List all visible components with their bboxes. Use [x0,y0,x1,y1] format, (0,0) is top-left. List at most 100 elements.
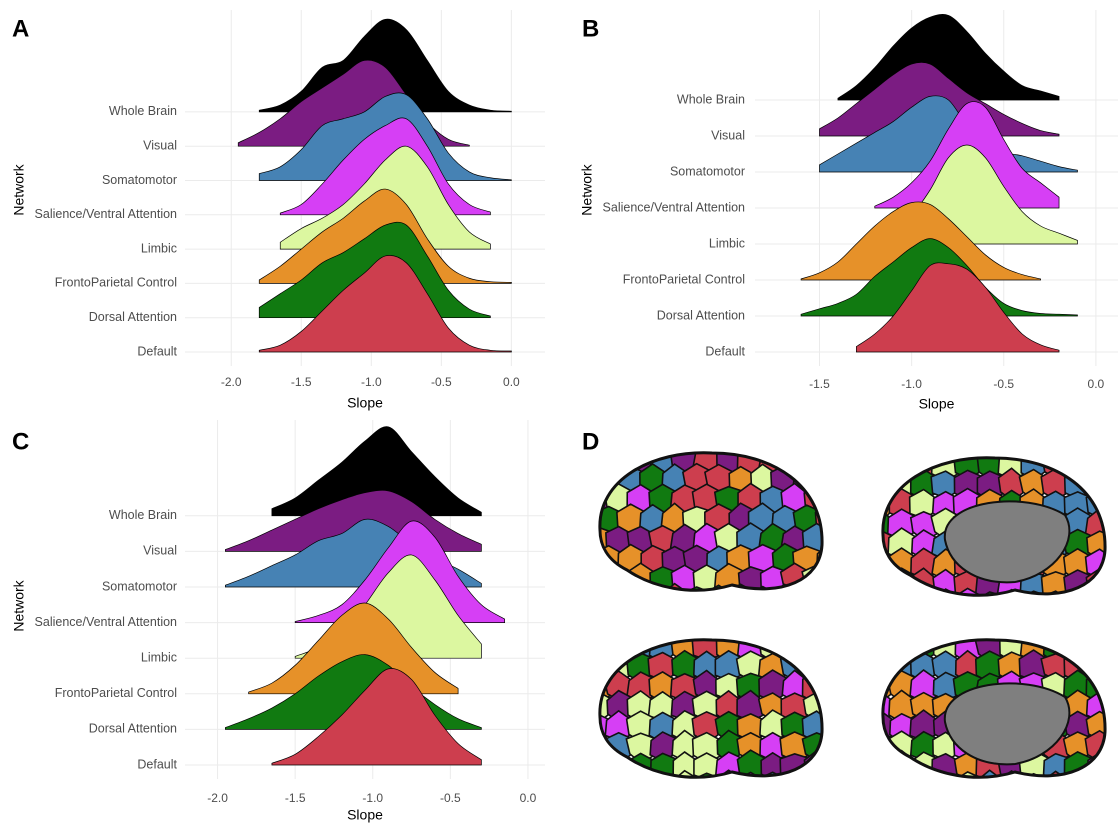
brain-parcel [866,731,895,763]
brain-parcel [595,584,622,614]
brain-parcel [1087,612,1114,642]
y-tick-label: Whole Brain [109,104,177,118]
brain-parcel [617,586,646,617]
brain-parcel [865,468,894,498]
y-axis-title: Network [11,163,27,215]
brain-parcel [782,613,808,641]
brain-parcel [1021,432,1047,461]
x-tick-label: -2.0 [207,791,228,805]
brain-parcel [804,611,829,643]
brain-parcel [583,633,612,663]
brain-parcel [866,450,894,481]
brain-parcel [804,651,831,680]
brain-parcel [1086,432,1114,459]
brain-parcel [649,774,677,803]
brain-parcel [583,563,611,596]
x-tick-label: -2.0 [221,375,242,389]
brain-parcel [868,773,895,804]
brain-parcel [607,614,632,643]
brain-parcel [649,613,676,643]
brain-parcel [573,506,599,534]
y-tick-label: FrontoParietal Control [623,272,745,286]
brain-parcel [933,613,960,642]
y-tick-label: Salience/Ventral Attention [603,200,746,214]
panel-label: B [582,15,599,42]
brain-parcel [1088,774,1114,802]
brain-parcel [1088,632,1112,664]
brain-parcel [771,424,799,456]
brain-parcel [1088,450,1113,479]
y-tick-label: Default [137,344,177,358]
y-tick-label: Visual [143,544,177,558]
brain-parcel [607,771,632,804]
y-tick-label: Somatomotor [102,173,177,187]
brain-parcel [910,432,938,461]
brain-parcel [888,634,917,662]
y-tick-label: Salience/Ventral Attention [35,615,178,629]
brain-parcel [574,466,601,496]
brain-parcel [780,754,809,782]
brain-parcel [1064,631,1093,661]
y-tick-label: Default [705,344,745,358]
brain-parcel [781,774,807,803]
brain-parcel [727,423,754,454]
x-tick-label: 0.0 [1088,377,1105,391]
brain-parcel [584,773,609,803]
x-tick-label: -0.5 [993,377,1014,391]
brain-parcel [954,610,980,641]
x-tick-label: 0.0 [520,791,537,805]
brain-parcel [931,432,960,458]
brain-parcel [816,583,843,615]
brain-parcel [628,771,653,803]
brain-parcel [1064,589,1091,621]
brain-parcel [865,611,895,644]
brain-parcel [910,613,936,640]
brain-parcel [573,587,601,616]
brain-parcel [1064,752,1092,783]
x-tick-label: -1.5 [285,791,306,805]
brain-parcel [782,444,809,476]
brain-parcel [1086,591,1112,618]
y-tick-label: Dorsal Attention [89,722,177,736]
brain-parcel [671,612,698,641]
brain-parcel [640,583,666,616]
x-tick-label: -1.0 [362,791,383,805]
brain-parcel [866,654,893,682]
brain-parcel [1063,613,1090,642]
brain-parcel [910,592,938,621]
brain-parcel [595,424,623,456]
brain-parcel [1065,431,1091,461]
brain-parcel [1020,591,1049,622]
brain-parcel [890,588,917,619]
y-tick-label: FrontoParietal Control [55,276,177,290]
y-tick-label: Visual [143,138,177,152]
brain-parcel [583,653,610,683]
x-tick-label: -1.5 [809,377,830,391]
brain-parcel [682,425,710,455]
brain-parcel [1041,428,1069,460]
brain-parcel [804,771,832,801]
brain-parcel [606,443,633,475]
brain-parcel [1087,651,1113,682]
brain-parcel [793,586,821,616]
x-tick-label: -1.0 [361,375,382,389]
brain-parcel [793,424,820,456]
brain-parcel [999,611,1026,643]
x-axis-title: Slope [919,396,955,412]
y-axis-title: Network [579,163,595,215]
brain-parcel [706,425,731,454]
brain-parcel [1020,774,1048,804]
brain-parcel [759,612,787,643]
y-tick-label: Somatomotor [102,579,177,593]
y-tick-label: Dorsal Attention [89,310,177,324]
y-tick-label: Whole Brain [677,92,745,106]
y-tick-label: Somatomotor [670,164,745,178]
figure: -2.0 -1.5 -1.0 -0.5 0.0 Whole Brain Visual Soma… [0,0,1120,825]
brain-parcel [606,633,631,663]
brain-parcel [662,424,689,457]
brain-parcel [866,570,894,601]
brain-parcel [638,424,667,453]
brain-parcel [1041,591,1069,620]
